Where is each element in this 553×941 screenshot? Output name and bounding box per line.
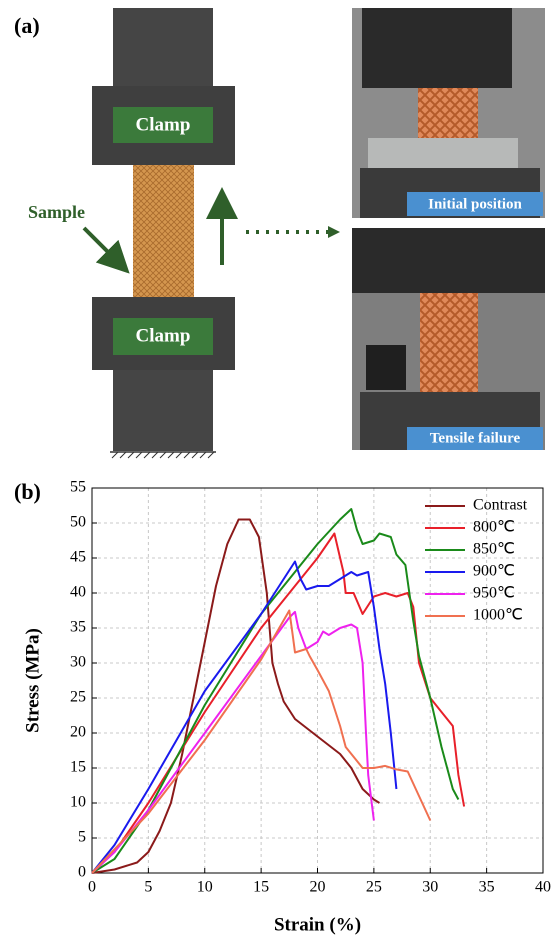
photo-detail — [420, 293, 478, 393]
legend-label: 950℃ — [473, 585, 515, 602]
y-tick-label: 5 — [78, 829, 86, 846]
page: {"panel_a": {"label": "(a)", "clamp_top"… — [0, 0, 553, 941]
y-tick-label: 10 — [70, 794, 86, 811]
panel-label: (a) — [14, 13, 40, 38]
x-tick-label: 15 — [253, 879, 269, 896]
y-tick-label: 40 — [70, 584, 86, 601]
dotted-arrow-head — [328, 226, 340, 238]
photo-detail — [368, 138, 518, 168]
x-tick-label: 20 — [310, 879, 326, 896]
legend-label: Contrast — [473, 497, 528, 514]
legend-label: 900℃ — [473, 563, 515, 580]
photo-label: Initial position — [428, 196, 522, 212]
x-tick-label: 25 — [366, 879, 382, 896]
x-axis-title: Strain (%) — [274, 914, 361, 935]
y-tick-label: 30 — [70, 654, 86, 671]
y-tick-label: 0 — [78, 864, 86, 881]
photo-label: Tensile failure — [430, 430, 521, 446]
clamp-post — [113, 8, 213, 88]
x-tick-label: 30 — [422, 879, 438, 896]
photo-detail — [366, 345, 406, 390]
y-tick-label: 20 — [70, 724, 86, 741]
sample-label: Sample — [28, 202, 85, 222]
x-tick-label: 0 — [88, 879, 96, 896]
clamp-post — [113, 370, 213, 451]
legend-label: 800℃ — [473, 519, 515, 536]
figure: (a) Clamp Clamp Sample Initial position … — [0, 0, 553, 941]
photo-detail — [352, 228, 545, 293]
clamp-label: Clamp — [136, 325, 191, 346]
y-tick-label: 55 — [70, 479, 86, 496]
y-axis-title: Stress (MPa) — [22, 628, 43, 733]
legend-label: 1000℃ — [473, 607, 523, 624]
x-tick-label: 10 — [197, 879, 213, 896]
legend-label: 850℃ — [473, 541, 515, 558]
x-tick-label: 35 — [479, 879, 495, 896]
y-tick-label: 25 — [70, 689, 86, 706]
photo-detail — [418, 88, 478, 143]
y-tick-label: 50 — [70, 514, 86, 531]
x-tick-label: 40 — [535, 879, 551, 896]
panel-label: (b) — [14, 479, 41, 504]
photo-detail — [362, 8, 512, 88]
data-line — [92, 509, 458, 873]
ground-hatch — [112, 452, 214, 458]
sample-arrow — [84, 228, 124, 268]
y-tick-label: 15 — [70, 759, 86, 776]
x-tick-label: 5 — [144, 879, 152, 896]
y-tick-label: 35 — [70, 619, 86, 636]
sample — [133, 165, 194, 298]
chart: 0 5 10 15 20 25 30 35 40 0 5 10 15 20 25 30 35 40 45 50 55 St… — [22, 479, 551, 936]
clamp-label: Clamp — [136, 114, 191, 135]
y-tick-label: 45 — [70, 549, 86, 566]
